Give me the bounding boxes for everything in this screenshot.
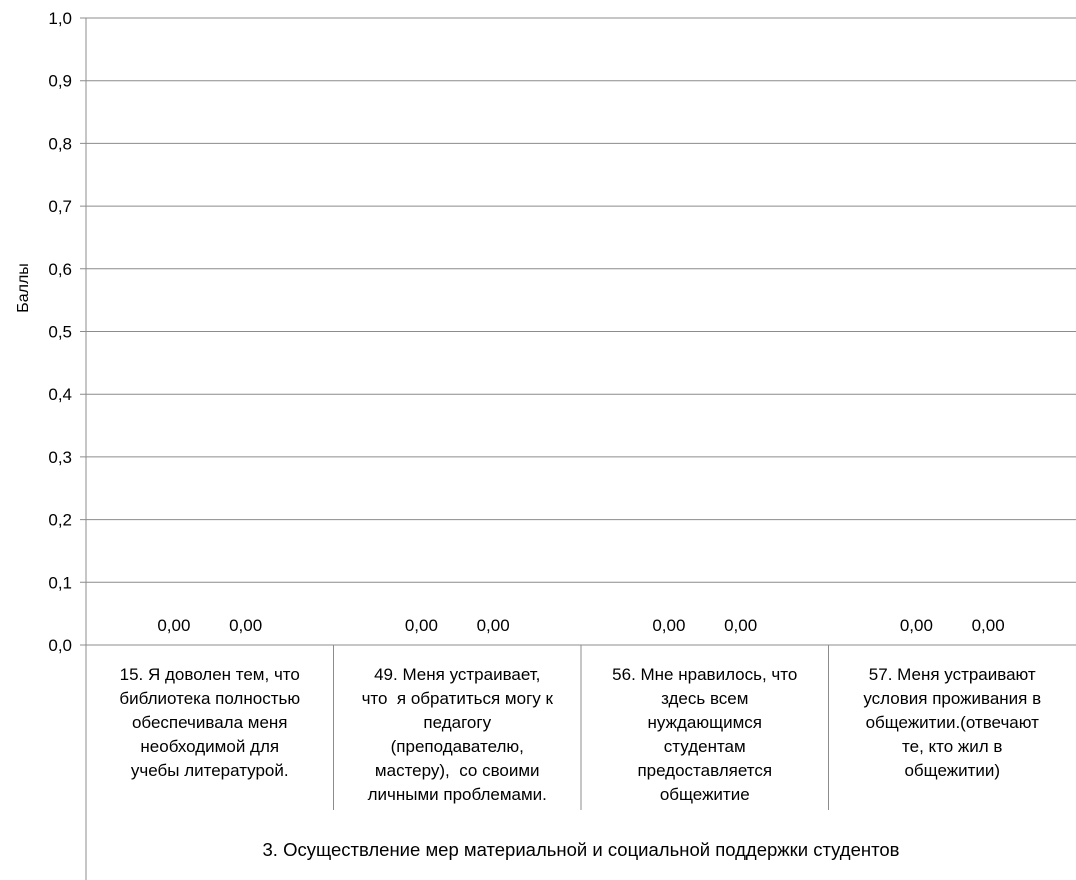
y-tick-label: 0,7 <box>48 197 72 216</box>
group-axis-label: 3. Осуществление мер материальной и соци… <box>262 839 900 860</box>
category-label-line: здесь всем <box>661 689 749 708</box>
category-label-line: общежитие <box>659 785 750 804</box>
category-label: 15. Я доволен тем, что библиотека полност… <box>87 663 332 783</box>
category-label-line: 56. Мне нравилось, что <box>612 665 798 684</box>
y-axis-title: Баллы <box>15 263 32 313</box>
data-label: 0,00 <box>900 616 933 635</box>
y-tick-label: 0,9 <box>48 72 72 91</box>
category-label-line: обеспечивала меня <box>131 713 288 732</box>
category-label-line: общежитии) <box>904 761 1001 780</box>
gridlines <box>80 17 1076 583</box>
category-label-line: библиотека полностью <box>119 689 301 708</box>
category-label-line: педагогу <box>423 713 492 732</box>
category-label-line: студентам <box>663 737 746 756</box>
category-label-line: необходимой для <box>140 737 280 756</box>
y-tick-label: 0,6 <box>48 260 72 279</box>
category-label-line: те, кто жил в <box>902 737 1003 756</box>
data-label: 0,00 <box>652 616 685 635</box>
category-label-line: (преподавателю, <box>390 737 524 756</box>
y-tick-label: 0,1 <box>48 573 72 592</box>
category-label-line: мастеру), со своими <box>374 761 540 780</box>
y-axis-ticks: 0,0 0,1 0,2 0,3 0,4 0,5 0,6 0,7 0,8 0,9 1,0 <box>48 9 72 655</box>
y-tick-label: 0,0 <box>48 636 72 655</box>
category-label: 49. Меня устраивает, что я обратиться мог… <box>335 663 580 807</box>
category-label-line: общежитии.(отвечают <box>865 713 1039 732</box>
y-tick-label: 0,4 <box>48 385 72 404</box>
y-tick-label: 1,0 <box>48 9 72 28</box>
data-label: 0,00 <box>477 616 510 635</box>
category-label-line: предоставляется <box>637 761 773 780</box>
category-label-line: 57. Меня устраивают <box>868 665 1036 684</box>
category-label: 57. Меня устраивают условия проживания в о… <box>830 663 1075 783</box>
data-label: 0,00 <box>972 616 1005 635</box>
y-tick-label: 0,3 <box>48 448 72 467</box>
category-label-line: личными проблемами. <box>367 785 547 804</box>
y-tick-label: 0,2 <box>48 511 72 530</box>
category-label-line: что я обратиться могу к <box>361 689 553 708</box>
data-label: 0,00 <box>724 616 757 635</box>
y-tick-label: 0,5 <box>48 323 72 342</box>
category-label-line: 49. Меня устраивает, <box>374 665 541 684</box>
category-label-line: 15. Я доволен тем, что <box>119 665 300 684</box>
data-label: 0,00 <box>405 616 438 635</box>
data-label: 0,00 <box>157 616 190 635</box>
data-label: 0,00 <box>229 616 262 635</box>
y-tick-label: 0,8 <box>48 134 72 153</box>
category-label-line: нуждающимся <box>647 713 762 732</box>
data-labels: 0,00 0,00 0,00 0,00 0,00 0,00 0,00 0,00 <box>157 616 1004 635</box>
category-label: 56. Мне нравилось, что здесь всем нуждающи… <box>582 663 827 807</box>
category-label-line: условия проживания в <box>863 689 1042 708</box>
axes <box>80 18 1076 880</box>
category-label-line: учебы литературой. <box>130 761 289 780</box>
